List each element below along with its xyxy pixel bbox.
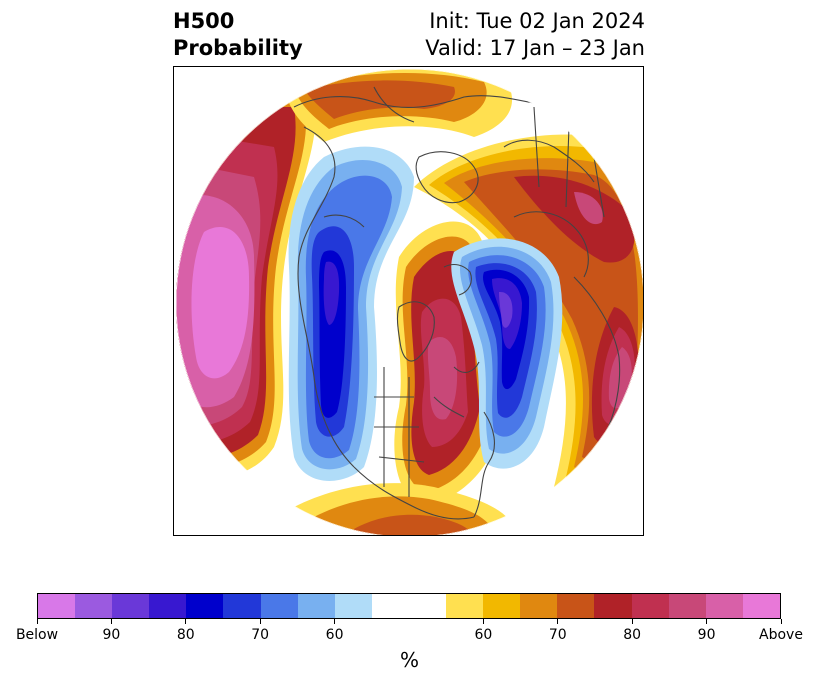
colorbar-segment	[446, 594, 484, 618]
colorbar-segment	[631, 594, 669, 618]
colorbar-tick-label: 80	[623, 627, 642, 643]
colorbar-tick	[780, 619, 782, 624]
colorbar-segment	[297, 594, 335, 618]
colorbar-tick-label: 90	[697, 627, 716, 643]
western-trough-below	[288, 146, 414, 481]
colorbar-tick-label: Below	[15, 627, 59, 643]
valid-dates: Valid: 17 Jan – 23 Jan	[425, 36, 645, 60]
colorbar-tick	[557, 619, 559, 624]
colorbar-segment	[483, 594, 521, 618]
colorbar-segment	[223, 594, 261, 618]
colorbar-tick	[259, 619, 261, 624]
colorbar-segment	[149, 594, 187, 618]
colorbar-tick	[631, 619, 633, 624]
colorbar-tick-label: 70	[251, 627, 270, 643]
title-variable: H500	[173, 9, 235, 33]
arctic-above-anomaly	[284, 69, 513, 142]
colorbar-segment	[334, 594, 372, 618]
map-dates: Init: Tue 02 Jan 2024 Valid: 17 Jan – 23…	[425, 8, 645, 62]
probability-colorbar	[37, 593, 781, 619]
map-title: H500 Probability	[173, 8, 303, 62]
probability-fields	[176, 69, 643, 535]
colorbar-segment	[186, 594, 224, 618]
colorbar-tick	[185, 619, 187, 624]
map-canvas	[176, 69, 643, 535]
colorbar-tick-label: 60	[325, 627, 344, 643]
colorbar-segment	[371, 594, 447, 618]
colorbar-segment	[75, 594, 113, 618]
colorbar-segment	[705, 594, 743, 618]
eurasia-above-anomaly	[414, 134, 643, 499]
colorbar-segment	[594, 594, 632, 618]
colorbar-tick	[110, 619, 112, 624]
colorbar-segment	[557, 594, 595, 618]
colorbar-tick-label: 60	[474, 627, 493, 643]
colorbar-segment	[38, 594, 76, 618]
colorbar-tick	[706, 619, 708, 624]
colorbar-segment	[520, 594, 558, 618]
colorbar-tick	[334, 619, 336, 624]
colorbar-tick	[482, 619, 484, 624]
init-date: Init: Tue 02 Jan 2024	[429, 9, 645, 33]
colorbar-segment	[742, 594, 780, 618]
colorbar-tick-label: 90	[102, 627, 121, 643]
colorbar-tick-label: 80	[176, 627, 195, 643]
atlantic-trough-below	[451, 238, 563, 469]
colorbar-tick-label: Above	[759, 627, 803, 643]
colorbar-segment	[260, 594, 298, 618]
colorbar-segment	[112, 594, 150, 618]
colorbar-tick-label: 70	[548, 627, 567, 643]
colorbar-segment	[668, 594, 706, 618]
colorbar-tick	[36, 619, 38, 624]
probability-map	[173, 66, 644, 536]
colorbar-unit-label: %	[399, 648, 419, 672]
title-product: Probability	[173, 36, 303, 60]
colorbar-ticks: Below 90 80 70 60 60 70 80 90 Above	[0, 619, 819, 649]
